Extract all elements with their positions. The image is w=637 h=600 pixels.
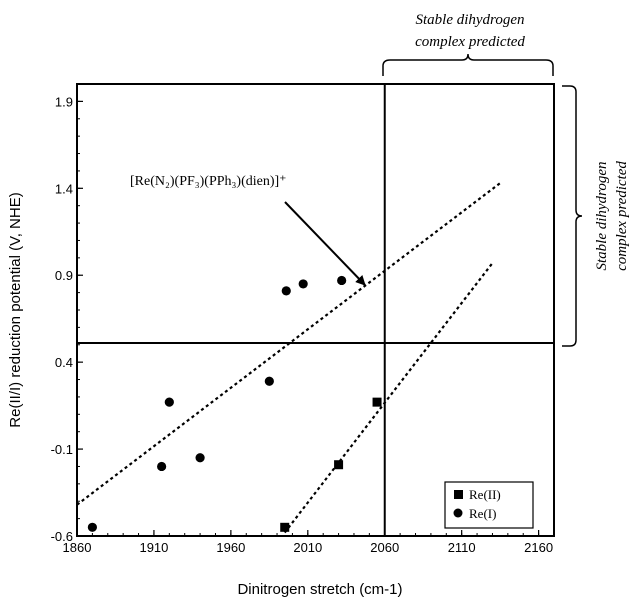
data-point-re-i [164, 397, 174, 407]
x-tick-label: 2110 [448, 540, 476, 555]
y-tick-label: 1.4 [55, 181, 73, 196]
x-tick-label: 2060 [370, 540, 399, 555]
y-tick-label: 0.4 [55, 355, 73, 370]
x-tick-label: 1960 [216, 540, 245, 555]
compound-arrow [284, 201, 366, 286]
right-region-label-line2: complex predicted [614, 161, 630, 271]
legend-marker-re-ii [454, 490, 463, 499]
data-point-re-i [87, 522, 97, 532]
legend-label-re-ii: Re(II) [469, 487, 501, 502]
x-tick-label: 2160 [524, 540, 553, 555]
x-axis-label: Dinitrogen stretch (cm-1) [237, 581, 402, 598]
top-region-brace [382, 53, 554, 76]
y-axis-label: Re(II/I) reduction potential (V, NHE) [7, 192, 24, 427]
legend-box [444, 481, 534, 529]
fit-line-re-i [76, 182, 501, 506]
data-point-re-i [157, 461, 167, 472]
compound-annotation: [Re(N₂)(PF₃)(PPh₃)(dien)]⁺ [130, 174, 287, 189]
top-region-label-line1: Stable dihydrogen [415, 12, 524, 28]
data-point-re-i [195, 453, 205, 463]
axis-ticks: 1860 1910 1960 2010 2060 2110 2160 -0.6 -0.1 0.4 0… [51, 83, 555, 555]
reference-lines [77, 84, 554, 536]
data-point-re-ii [372, 397, 382, 407]
data-point-re-i [264, 376, 274, 386]
data-points [87, 275, 382, 532]
legend: Re(II) Re(I) [444, 481, 534, 529]
right-region-brace [562, 85, 583, 347]
legend-marker-re-i [453, 508, 463, 518]
y-tick-label: -0.6 [51, 529, 73, 544]
y-tick-label: -0.1 [51, 442, 73, 457]
data-point-re-ii [334, 460, 344, 470]
right-region-label-line1: Stable dihydrogen [594, 161, 610, 270]
y-tick-label: 0.9 [55, 268, 73, 283]
x-tick-label: 1910 [139, 540, 168, 555]
fit-lines [76, 182, 501, 534]
x-tick-label: 2010 [293, 540, 322, 555]
y-tick-label: 1.9 [55, 94, 73, 109]
legend-label-re-i: Re(I) [469, 506, 496, 521]
plot-frame [76, 83, 555, 537]
data-point-re-i [281, 286, 291, 296]
top-region-label-line2: complex predicted [415, 34, 525, 50]
data-point-re-ii [280, 522, 290, 532]
data-point-re-i [298, 279, 308, 289]
x-tick-label: 1860 [63, 540, 92, 555]
fit-line-re-ii [283, 262, 494, 534]
data-point-re-i [337, 275, 347, 286]
